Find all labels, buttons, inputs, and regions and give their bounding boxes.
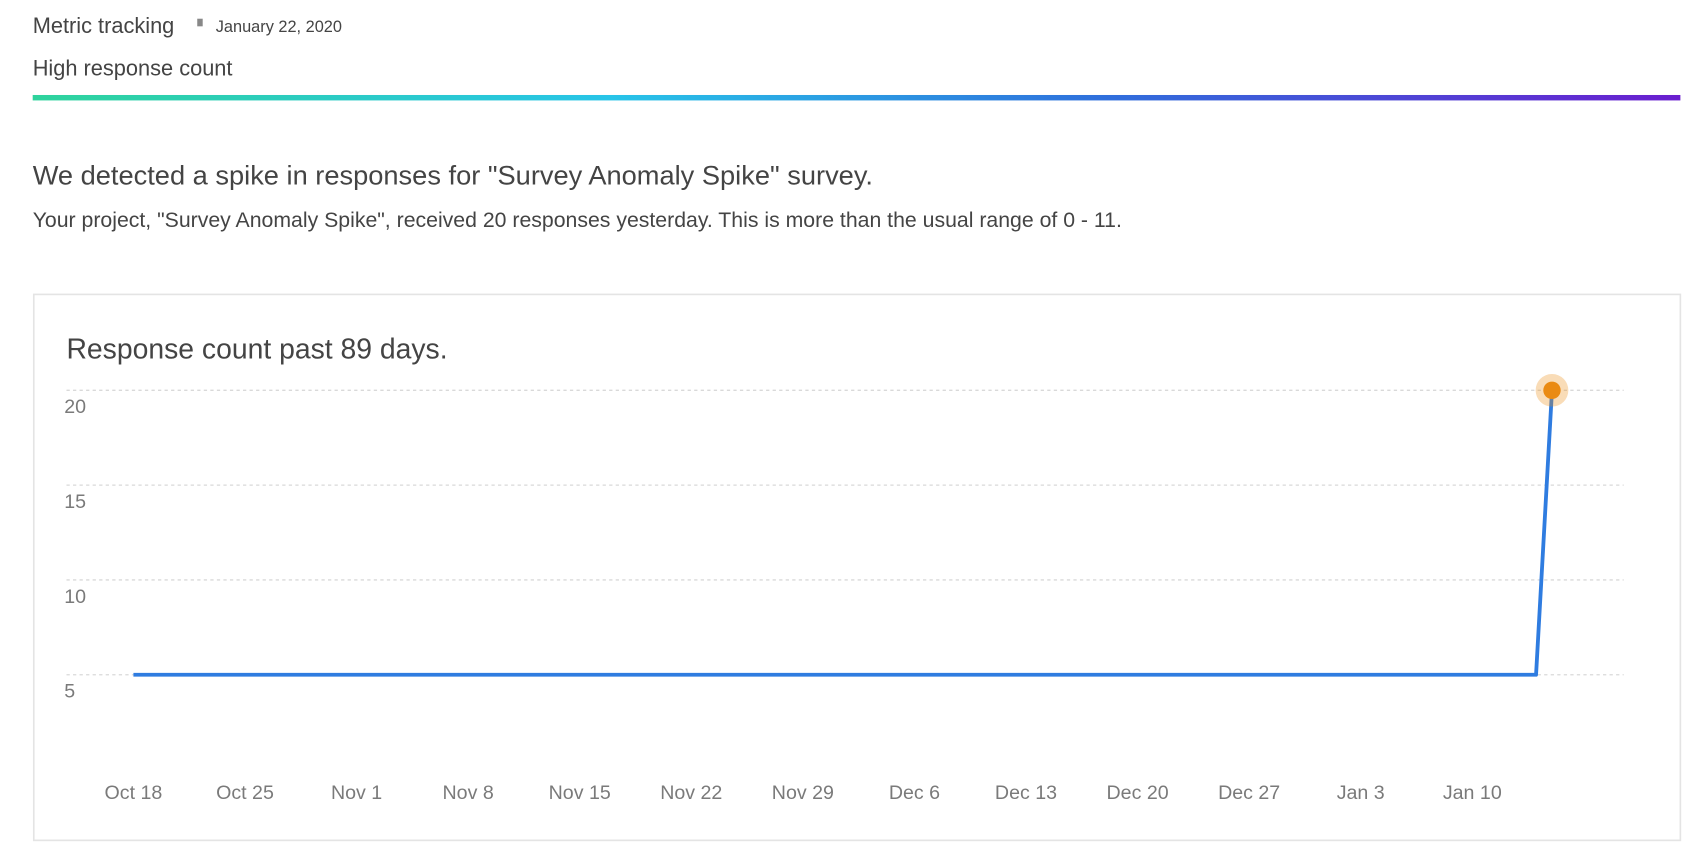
x-tick-label: Jan 3 xyxy=(1337,782,1385,804)
alert-title: High response count xyxy=(33,55,233,80)
chart-card xyxy=(32,293,1682,842)
y-tick-label: 20 xyxy=(64,396,86,418)
message-body: Your project, "Survey Anomaly Spike", re… xyxy=(33,208,1122,232)
gradient-rule xyxy=(32,94,1681,101)
x-tick-label: Nov 1 xyxy=(331,782,382,804)
x-tick-label: Jan 10 xyxy=(1443,782,1502,804)
y-tick-label: 15 xyxy=(64,491,86,513)
x-tick-label: Dec 20 xyxy=(1107,782,1169,804)
chart-title: Response count past 89 days. xyxy=(66,334,447,366)
x-tick-label: Nov 22 xyxy=(660,782,722,804)
x-tick-label: Dec 6 xyxy=(889,782,940,804)
x-tick-label: Dec 13 xyxy=(995,782,1057,804)
x-tick-label: Nov 29 xyxy=(772,782,834,804)
plot: 5 10 15 20 Oct 18 Oct 25 Nov 1 Nov 8 Nov 15 Nov 2… xyxy=(64,373,1624,804)
separator-dot xyxy=(197,18,203,27)
highlight-point xyxy=(1543,381,1561,400)
x-tick-label: Oct 18 xyxy=(105,782,163,804)
data-line xyxy=(133,390,1554,677)
x-tick-label: Nov 15 xyxy=(549,782,611,804)
y-tick-label: 10 xyxy=(64,586,86,608)
y-tick-label: 5 xyxy=(64,681,75,703)
message-heading: We detected a spike in responses for "Su… xyxy=(33,159,873,190)
x-tick-label: Nov 8 xyxy=(443,782,494,804)
x-tick-label: Dec 27 xyxy=(1218,782,1280,804)
date: January 22, 2020 xyxy=(216,18,342,36)
x-tick-label: Oct 25 xyxy=(216,782,274,804)
category: Metric tracking xyxy=(33,13,175,38)
